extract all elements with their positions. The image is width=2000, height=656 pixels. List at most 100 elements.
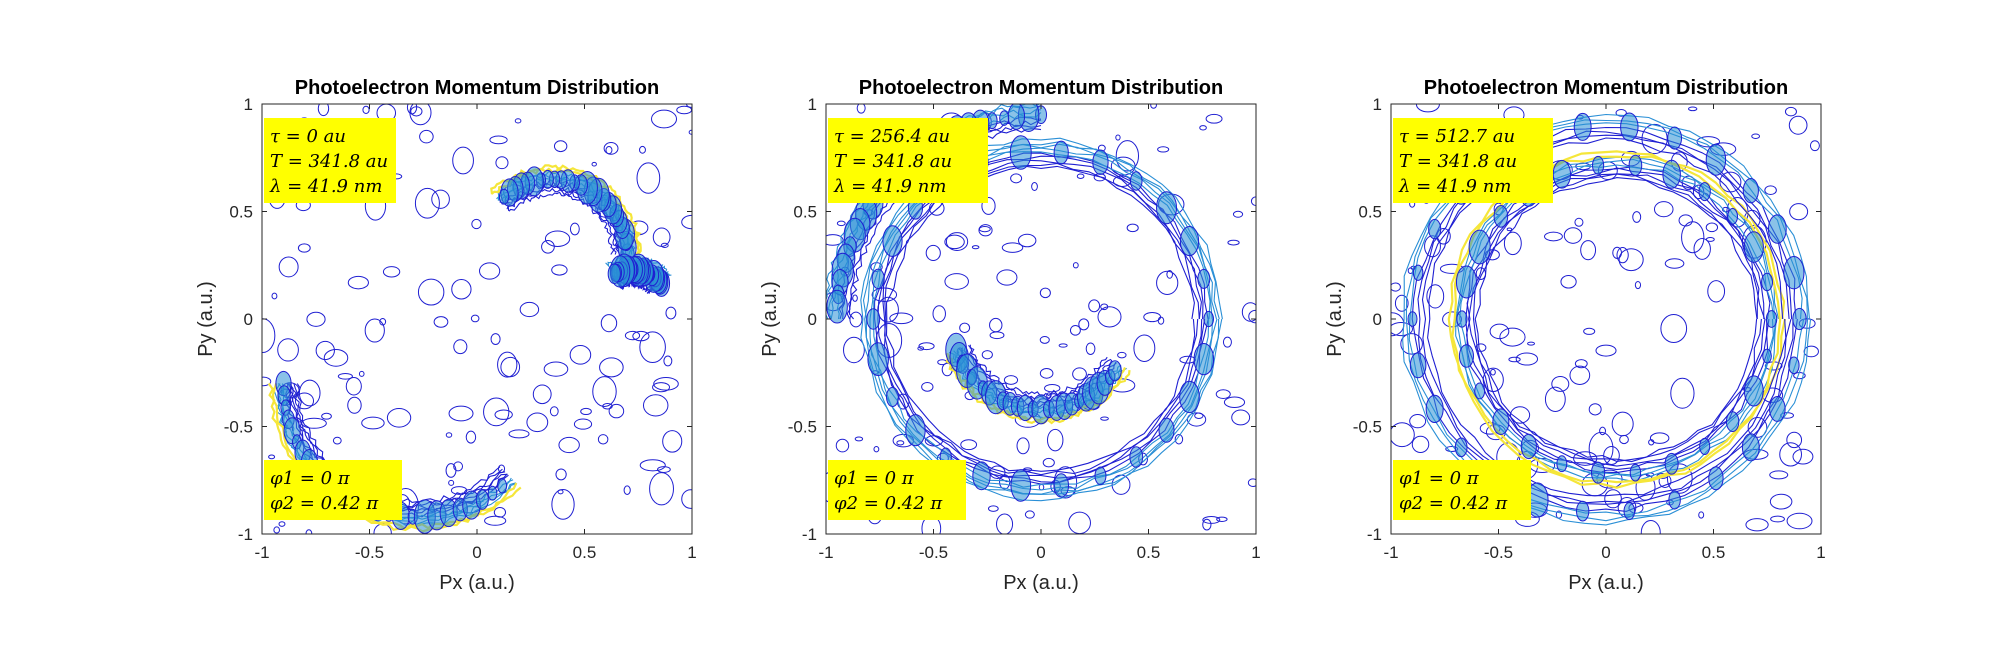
contour-blob bbox=[1425, 394, 1444, 424]
contour-noise bbox=[1001, 242, 1024, 253]
contour-noise bbox=[605, 146, 613, 155]
contour-noise bbox=[1510, 406, 1531, 424]
contour-blob bbox=[1783, 256, 1805, 290]
annotation-phases-line: φ1 = 0 π bbox=[270, 468, 351, 489]
chart-title: Photoelectron Momentum Distribution bbox=[295, 77, 659, 99]
contour-noise bbox=[826, 234, 844, 246]
annotation-params-line: τ = 0 au bbox=[270, 126, 346, 147]
annotation-phases-line: φ1 = 0 π bbox=[834, 468, 915, 489]
contour-noise bbox=[532, 384, 552, 405]
contour-blob bbox=[1699, 437, 1711, 455]
contour-noise bbox=[317, 104, 330, 117]
annotation-phases-line: φ1 = 0 π bbox=[1399, 468, 1480, 489]
x-tick-label: 0 bbox=[472, 543, 481, 562]
x-axis-label: Px (a.u.) bbox=[1568, 572, 1644, 594]
contour-blob bbox=[1454, 437, 1468, 458]
contour-noise bbox=[543, 361, 569, 377]
contour-noise bbox=[1786, 512, 1813, 530]
x-tick-label: 1 bbox=[1816, 543, 1825, 562]
contour-noise bbox=[262, 376, 272, 387]
contour-blob bbox=[1520, 433, 1537, 460]
contour-noise bbox=[1003, 375, 1019, 385]
contour-noise bbox=[1696, 136, 1721, 148]
contour-noise bbox=[544, 230, 571, 247]
contour-blob bbox=[886, 386, 900, 408]
contour-noise bbox=[856, 104, 866, 114]
contour-blob bbox=[1592, 155, 1605, 175]
contour-line bbox=[1474, 177, 1758, 462]
contour-noise bbox=[1115, 140, 1140, 172]
contour-blob bbox=[1708, 466, 1724, 491]
contour-line bbox=[1417, 130, 1794, 505]
contour-noise bbox=[321, 412, 332, 420]
contour-noise bbox=[452, 146, 474, 175]
contour-noise bbox=[1551, 375, 1570, 392]
contour-line bbox=[864, 143, 1218, 495]
annotation-params-line: τ = 512.7 au bbox=[1399, 126, 1515, 147]
contour-blob bbox=[1667, 126, 1683, 150]
contour-noise bbox=[1409, 414, 1427, 429]
y-tick-label: 0 bbox=[1373, 310, 1382, 329]
annotation-params-line: λ = 41.9 nm bbox=[833, 176, 946, 197]
contour-noise bbox=[297, 243, 311, 253]
contour-noise bbox=[1024, 510, 1035, 519]
contour-noise bbox=[493, 507, 507, 518]
x-tick-label: 1 bbox=[687, 543, 696, 562]
contour-noise bbox=[989, 331, 1005, 340]
contour-blob bbox=[1474, 382, 1486, 400]
contour-blob bbox=[1179, 380, 1200, 414]
contour-blob bbox=[1743, 231, 1764, 263]
contour-line bbox=[884, 162, 1200, 476]
y-tick-label: 1 bbox=[1373, 95, 1382, 114]
contour-blob bbox=[1765, 310, 1778, 328]
y-tick-label: 0 bbox=[808, 310, 817, 329]
contour-blob bbox=[972, 461, 991, 491]
contour-blob bbox=[1108, 360, 1122, 382]
contour-noise bbox=[551, 489, 575, 520]
annotation-params: τ = 256.4 au T = 341.8 au λ = 41.9 nm bbox=[828, 118, 988, 203]
contour-noise bbox=[1039, 368, 1054, 379]
contour-noise bbox=[971, 245, 980, 250]
contour-noise bbox=[944, 234, 965, 250]
contour-blob bbox=[1409, 352, 1427, 379]
contour-noise bbox=[1031, 182, 1038, 191]
contour-noise bbox=[1039, 336, 1050, 344]
contour-noise bbox=[663, 355, 673, 367]
contour-noise bbox=[379, 318, 387, 326]
contour-noise bbox=[1157, 316, 1165, 325]
contour-noise bbox=[495, 156, 509, 170]
contour-noise bbox=[494, 409, 513, 420]
contour-noise bbox=[852, 294, 858, 302]
contour-blob bbox=[1620, 112, 1639, 142]
contour-line bbox=[1468, 173, 1766, 467]
contour-blob bbox=[1158, 417, 1175, 443]
y-tick-label: -1 bbox=[802, 525, 817, 544]
contour-blob bbox=[1179, 225, 1200, 257]
contour-noise bbox=[448, 479, 455, 486]
contour-noise bbox=[1394, 294, 1409, 312]
contour-line bbox=[1451, 155, 1782, 484]
y-tick-label: -0.5 bbox=[224, 418, 253, 437]
contour-noise bbox=[624, 330, 641, 341]
contour-noise bbox=[1215, 389, 1231, 400]
contour-noise bbox=[386, 408, 412, 428]
contour-blob bbox=[1788, 356, 1800, 375]
contour-noise bbox=[959, 322, 971, 334]
contour-blob bbox=[1742, 178, 1759, 204]
y-tick-label: -0.5 bbox=[788, 418, 817, 437]
contour-noise bbox=[1527, 341, 1536, 346]
y-axis-label: Py (a.u.) bbox=[759, 281, 781, 357]
contour-noise bbox=[1786, 431, 1803, 449]
contour-blob bbox=[1007, 104, 1026, 130]
contour-noise bbox=[1660, 314, 1688, 343]
contour-noise bbox=[1248, 309, 1256, 324]
contour-noise bbox=[1117, 351, 1127, 359]
y-tick-label: 1 bbox=[244, 95, 253, 114]
contour-noise bbox=[277, 338, 299, 362]
contour-noise bbox=[1490, 368, 1496, 376]
annotation-phases-bg bbox=[264, 460, 402, 520]
contour-blob bbox=[1576, 500, 1590, 522]
contour-noise bbox=[470, 314, 480, 323]
contour-noise bbox=[1707, 280, 1726, 303]
contour-blob bbox=[1129, 171, 1143, 191]
